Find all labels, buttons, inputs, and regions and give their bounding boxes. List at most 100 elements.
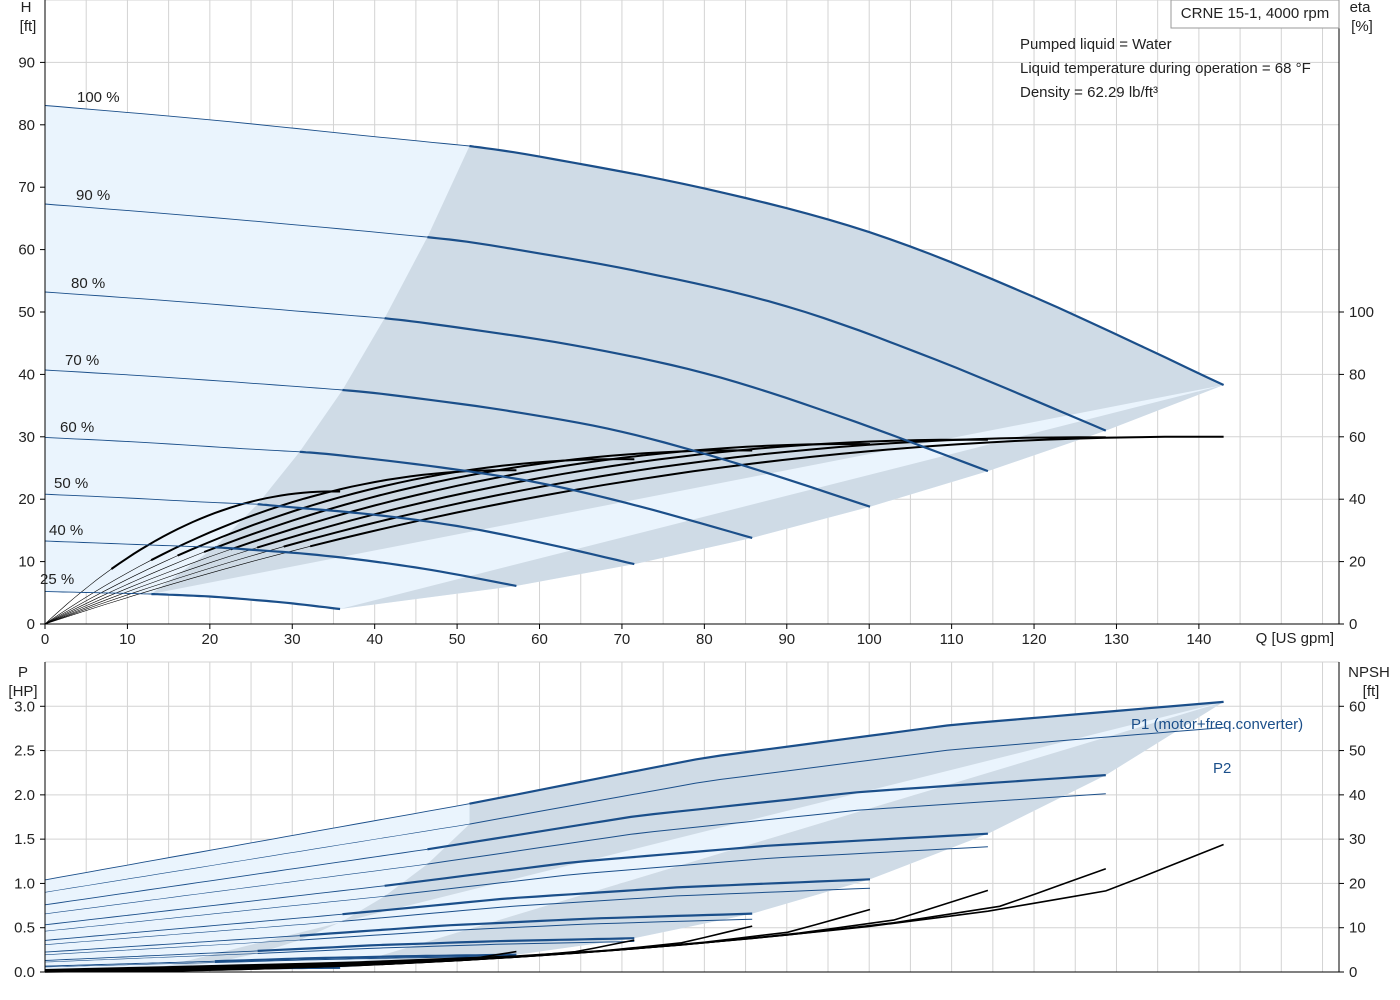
head-tick-label: 0 <box>27 616 35 633</box>
tick-labels: 0 10 20 30 40 50 60 70 80 90 100 110 120 130 140010203… <box>14 54 1374 981</box>
chart-title: CRNE 15-1, 4000 rpm <box>1181 5 1329 22</box>
power-curve-thin <box>44 960 215 967</box>
eta-axis-unit: [%] <box>1351 18 1373 35</box>
npsh-axis-label: NPSH <box>1348 664 1390 681</box>
x-tick-label: 100 <box>857 631 882 648</box>
head-axis-unit: [ft] <box>20 18 37 35</box>
x-tick-label: 20 <box>201 631 218 648</box>
npsh-tick-label: 60 <box>1349 698 1366 715</box>
x-tick-label: 40 <box>366 631 383 648</box>
power-curve-p1 <box>299 912 753 937</box>
head-curve <box>299 450 753 539</box>
x-tick-label: 0 <box>41 631 49 648</box>
power-tick-label: 0.0 <box>14 964 35 981</box>
power-curve-thin <box>44 863 428 915</box>
head-tick-label: 40 <box>18 366 35 383</box>
power-operating-area <box>151 701 1224 970</box>
power-curve-thin <box>44 962 215 968</box>
head-tick-label: 80 <box>18 117 35 134</box>
head-curve-thin <box>44 291 385 319</box>
power-tick-label: 2.0 <box>14 787 35 804</box>
power-curve-thin <box>44 885 385 926</box>
x-tick-label: 50 <box>449 631 466 648</box>
flow-axis-label: Q [US gpm] <box>1256 630 1334 647</box>
x-tick-label: 120 <box>1022 631 1047 648</box>
legend-p2: P2 <box>1213 760 1231 777</box>
head-curve-thin <box>44 105 470 147</box>
efficiency-curve-operating <box>256 438 988 549</box>
npsh-tick-label: 10 <box>1349 920 1366 937</box>
npsh-tick-label: 30 <box>1349 831 1366 848</box>
head-tick-label: 10 <box>18 554 35 571</box>
eta-tick-label: 40 <box>1349 491 1366 508</box>
eta-tick-label: 20 <box>1349 554 1366 571</box>
speed-label-25: 25 % <box>40 571 74 588</box>
head-tick-label: 20 <box>18 491 35 508</box>
power-curve-p2 <box>214 955 517 963</box>
power-curve-p2 <box>299 918 753 941</box>
eta-tick-label: 60 <box>1349 429 1366 446</box>
head-axis-label: H <box>21 0 32 16</box>
speed-label-100: 100 % <box>77 89 120 106</box>
x-tick-label: 80 <box>696 631 713 648</box>
power-curve-p1 <box>469 700 1224 805</box>
speed-label-40: 40 % <box>49 522 83 539</box>
head-curve <box>151 592 341 611</box>
x-tick-label: 110 <box>940 631 964 648</box>
power-curve-thin <box>44 920 343 945</box>
speed-label-90: 90 % <box>76 187 110 204</box>
npsh-tick-label: 40 <box>1349 787 1366 804</box>
power-curve-p1 <box>427 774 1106 851</box>
power-curve-p1 <box>214 953 517 963</box>
x-tick-label: 90 <box>778 631 795 648</box>
npsh-tick-label: 0 <box>1349 964 1357 981</box>
power-curve-thin <box>44 823 470 893</box>
head-curve <box>469 144 1225 386</box>
head-tick-label: 90 <box>18 54 35 71</box>
power-tick-label: 0.5 <box>14 920 35 937</box>
efficiency-curve-operating <box>110 490 341 570</box>
power-curve-thin <box>44 896 385 932</box>
power-tick-label: 2.5 <box>14 743 35 760</box>
power-curve-p2 <box>342 887 871 922</box>
head-tick-label: 70 <box>18 179 35 196</box>
npsh-tick-label: 20 <box>1349 875 1366 892</box>
axes <box>40 0 1344 973</box>
power-axis-unit: [HP] <box>8 683 37 700</box>
model-box <box>1170 0 1340 29</box>
head-tick-label: 30 <box>18 429 35 446</box>
eta-tick-label: 0 <box>1349 616 1357 633</box>
x-tick-label: 130 <box>1104 631 1129 648</box>
power-curve-thin <box>44 935 300 953</box>
head-tick-label: 50 <box>18 304 35 321</box>
power-curve-p2 <box>384 846 988 897</box>
x-tick-label: 30 <box>284 631 301 648</box>
operating-area <box>45 105 1224 971</box>
speed-label-70: 70 % <box>65 352 99 369</box>
eta-tick-label: 80 <box>1349 366 1366 383</box>
head-curve <box>342 388 871 508</box>
head-curve <box>257 503 635 566</box>
power-curve-p1 <box>342 878 871 916</box>
head-curve-thin <box>44 540 215 548</box>
npsh-tick-label: 50 <box>1349 743 1366 760</box>
power-curve-p2 <box>427 793 1106 865</box>
head-curve <box>214 546 517 587</box>
speed-label-80: 80 % <box>71 275 105 292</box>
efficiency-curve-operating <box>309 435 1224 548</box>
npsh-axis-unit: [ft] <box>1363 683 1380 700</box>
note-liquid: Pumped liquid = Water <box>1020 36 1172 53</box>
power-curve-p1 <box>257 937 635 952</box>
head-curve-thin <box>45 591 152 595</box>
operating-range-area <box>151 146 1224 609</box>
head-curves <box>44 105 1225 611</box>
note-density: Density = 62.29 lb/ft³ <box>1020 84 1158 101</box>
power-tick-label: 1.0 <box>14 875 35 892</box>
power-curves <box>44 700 1224 973</box>
legend-p1: P1 (motor+freq.converter) <box>1131 716 1303 733</box>
power-curve-p2 <box>257 940 635 954</box>
power-curve-thin <box>44 913 343 941</box>
power-curve-thin <box>44 848 428 906</box>
